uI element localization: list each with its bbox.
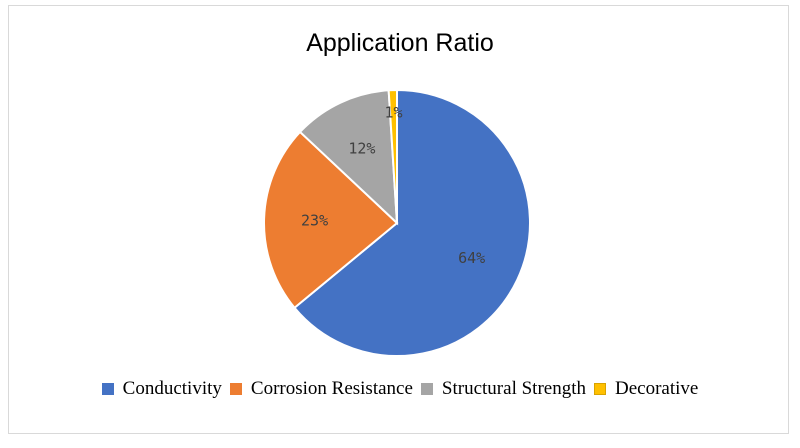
chart-title: Application Ratio — [306, 29, 494, 57]
legend-item-structural-strength: Structural Strength — [420, 378, 586, 400]
legend-swatch-conductivity — [101, 383, 114, 395]
pie-slice-decorative — [387, 88, 398, 224]
data-label-corrosion-resistance: 23% — [301, 211, 328, 229]
legend-swatch-structural-strength — [420, 383, 433, 395]
legend-label-decorative: Decorative — [614, 378, 699, 399]
legend-item-decorative: Decorative — [593, 378, 699, 400]
data-label-structural-strength: 12% — [348, 139, 375, 157]
pie-slice-corrosion-resistance — [263, 130, 399, 310]
pie-slice-conductivity — [293, 88, 531, 357]
pie-slice-structural-strength — [298, 89, 399, 226]
legend-item-conductivity: Conductivity — [101, 378, 222, 400]
legend-swatch-decorative — [593, 383, 606, 395]
legend-label-structural-strength: Structural Strength — [441, 378, 586, 399]
data-label-decorative: 1% — [385, 104, 403, 122]
chart-legend: Conductivity Corrosion Resistance Struct… — [0, 378, 800, 400]
legend-item-corrosion-resistance: Corrosion Resistance — [229, 378, 413, 400]
legend-swatch-corrosion-resistance — [229, 383, 242, 395]
data-label-conductivity: 64% — [458, 249, 485, 267]
legend-label-corrosion-resistance: Corrosion Resistance — [250, 378, 413, 399]
legend-label-conductivity: Conductivity — [122, 378, 222, 399]
